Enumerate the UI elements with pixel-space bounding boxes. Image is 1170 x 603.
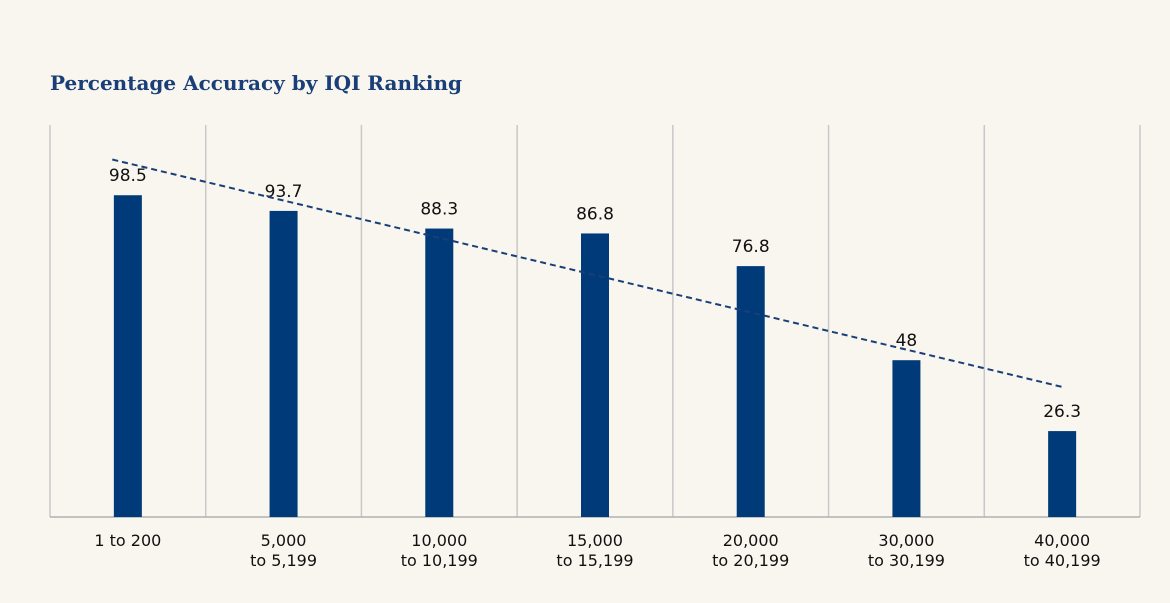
x-tick-label: 40,000 to 40,199 bbox=[1023, 531, 1101, 570]
x-tick-label: 20,000 to 20,199 bbox=[712, 531, 790, 570]
data-label: 48 bbox=[896, 331, 918, 351]
x-tick-label: 10,000 to 10,199 bbox=[400, 531, 478, 570]
bar bbox=[269, 210, 298, 517]
data-label: 26.3 bbox=[1043, 402, 1081, 422]
bar bbox=[892, 360, 921, 517]
bar bbox=[425, 228, 454, 517]
bar bbox=[113, 195, 142, 517]
data-label: 76.8 bbox=[732, 237, 770, 257]
x-tick-label: 30,000 to 30,199 bbox=[867, 531, 945, 570]
data-label: 88.3 bbox=[420, 200, 458, 220]
x-tick-label: 1 to 200 bbox=[94, 531, 162, 550]
data-label: 86.8 bbox=[576, 204, 614, 224]
bar bbox=[581, 233, 609, 517]
chart-title: Percentage Accuracy by IQI Ranking bbox=[50, 71, 462, 95]
x-tick-label: 15,000 to 15,199 bbox=[556, 531, 634, 570]
bar bbox=[1048, 431, 1077, 517]
trend-line bbox=[112, 158, 1063, 388]
bar bbox=[736, 266, 765, 517]
x-tick-label: 5,000 to 5,199 bbox=[250, 531, 318, 570]
data-label: 98.5 bbox=[109, 166, 147, 186]
data-label: 93.7 bbox=[265, 182, 303, 202]
